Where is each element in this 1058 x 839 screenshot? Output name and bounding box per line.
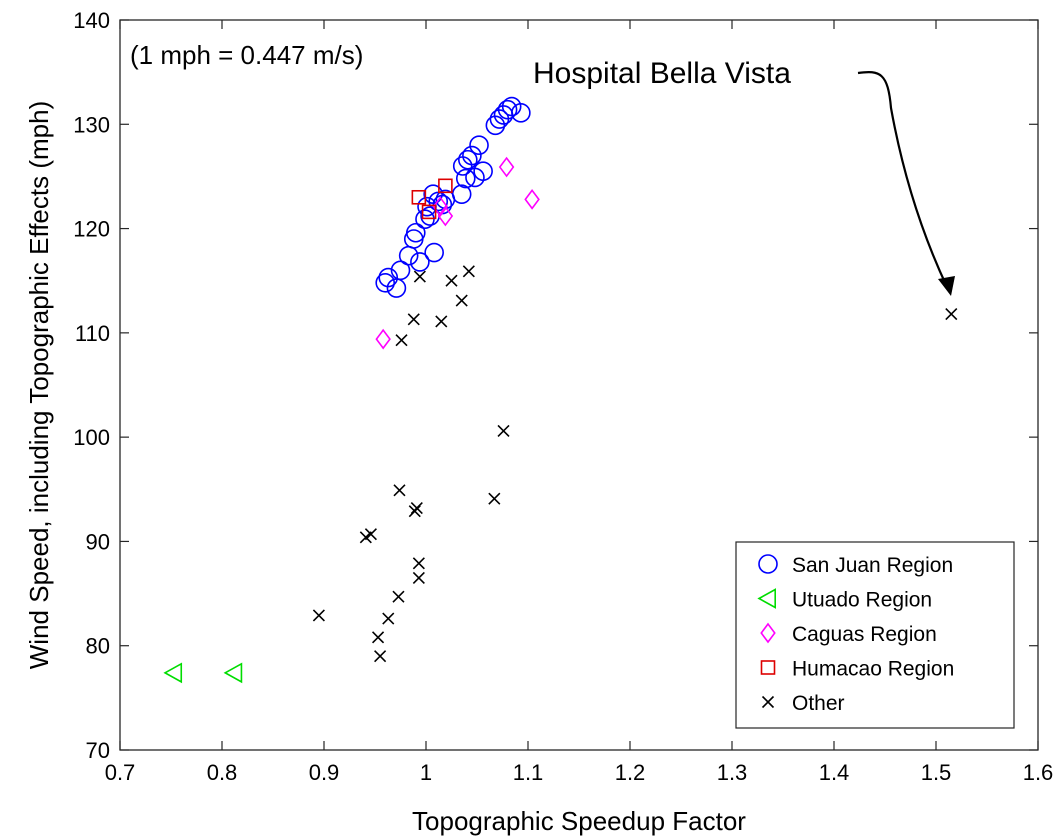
legend-label-utuado-region: Utuado Region [792,589,932,612]
unit-note: (1 mph = 0.447 m/s) [130,40,363,70]
san-juan-region-point [375,272,396,293]
san-juan-region-point [458,149,478,170]
other-point [374,650,387,663]
legend-marker-humacao-region [760,660,776,675]
other-point [382,612,395,625]
caguas-region-point [432,196,449,218]
legend-marker-san-juan-region [758,554,778,574]
legend: San Juan Region Utuado Region Caguas Regio… [735,541,1015,729]
x-tick-label: 1 [420,760,432,785]
legend-marker-utuado-region [757,588,777,609]
other-point [410,501,423,515]
annotation: Hospital Bella Vista [533,57,955,296]
other-point [407,313,420,326]
other-point [412,571,425,584]
san-juan-region-point [410,252,430,272]
other-point [364,528,377,541]
caguas-region-point [437,205,454,227]
legend-marker-caguas-region [760,622,776,644]
san-juan-region-point [497,99,518,120]
x-tick-label: 1.4 [819,760,850,785]
legend-marker-other [761,695,775,709]
y-axis-label: Wind Speed, including Topographic Effect… [24,101,54,669]
caguas-region-point [524,189,540,210]
san-juan-region-point [405,222,426,243]
x-tick-label: 0.9 [309,760,340,785]
y-tick-label: 70 [86,738,110,763]
data-points [163,96,958,684]
plot-frame [119,19,1039,751]
y-tick-label: 140 [73,8,110,33]
humacao-region-point [421,204,437,220]
san-juan-region-point [451,184,472,204]
y-tick-label: 120 [73,217,110,242]
x-tick-label: 1.1 [513,760,544,785]
x-axis-label: Topographic Speedup Factor [412,806,746,836]
y-tick-label: 130 [73,112,110,137]
other-point [435,315,448,328]
y-tick-label: 100 [73,425,110,450]
other-point [371,631,385,644]
other-point [395,334,408,347]
other-point [393,484,406,497]
legend-label-other: Other [792,692,845,715]
utuado-region-point [163,662,183,684]
x-tick-label: 1.2 [615,760,646,785]
san-juan-region-point [469,135,489,155]
annotation-arrow [857,71,948,288]
caguas-region-point [375,328,391,350]
legend-label-humacao-region: Humacao Region [792,658,954,681]
other-point [488,492,501,505]
san-juan-region-point [390,260,411,281]
other-point [392,590,405,603]
san-juan-region-point [455,168,476,189]
other-point [455,294,468,307]
humacao-region-point [411,189,427,205]
other-point [445,274,458,287]
other-point [462,265,475,278]
other-point [497,424,510,437]
x-tick-label: 1.5 [921,760,952,785]
san-juan-region-point [424,242,444,263]
x-tick-label: 0.8 [207,760,238,785]
san-juan-region-point [511,103,531,123]
other-point [945,308,958,321]
other-point [412,557,425,570]
x-tick-label: 0.7 [105,760,136,785]
axis-ticks: 0.7 0.8 0.9 1 1.1 1.2 1.3 1.4 1.5 1.6 70 80 90 100 110… [73,8,1053,785]
san-juan-region-point [415,209,435,229]
annotation-label: Hospital Bella Vista [533,57,791,90]
legend-label-san-juan-region: San Juan Region [792,554,953,577]
annotation-arrowhead [938,276,955,296]
y-tick-label: 110 [75,321,110,346]
other-point [413,270,426,283]
other-point [312,609,325,622]
y-tick-label: 80 [86,634,110,659]
utuado-region-point [223,662,243,684]
legend-label-caguas-region: Caguas Region [792,623,937,646]
y-tick-label: 90 [86,529,110,554]
x-tick-label: 1.3 [717,760,748,785]
x-tick-label: 1.6 [1023,760,1054,785]
san-juan-region-point [462,145,482,166]
legend-box [735,541,1015,729]
san-juan-region-point [473,161,493,182]
humacao-region-point [438,178,453,194]
caguas-region-point [498,156,515,178]
